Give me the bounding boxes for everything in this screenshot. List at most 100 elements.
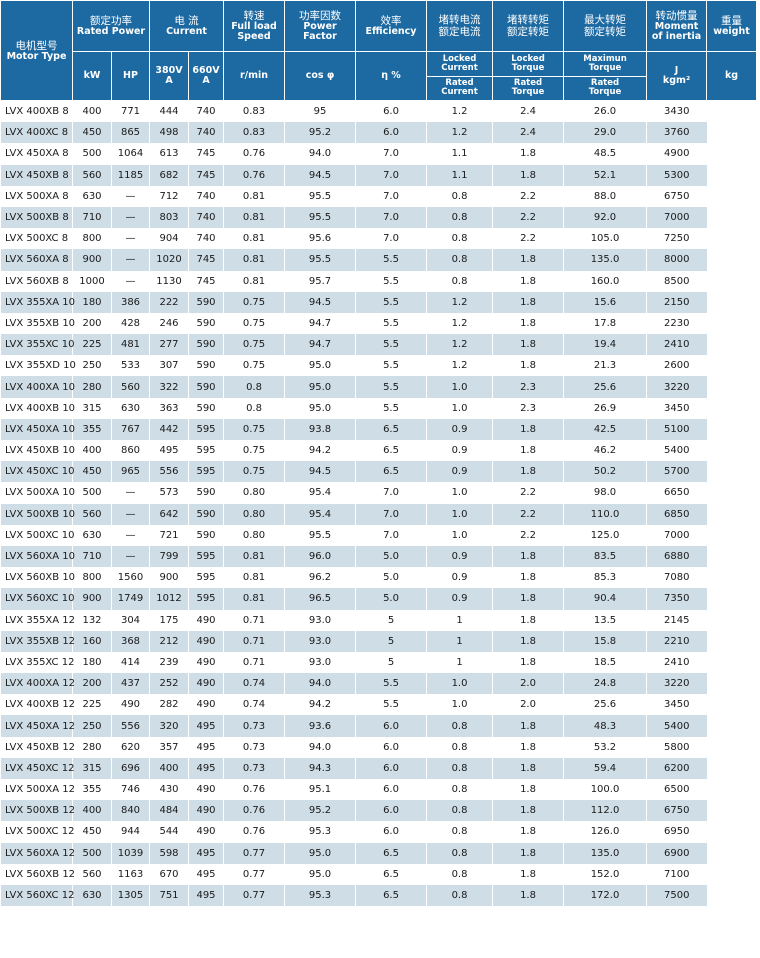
cell-locked-torque-ratio: 0.8 [426, 270, 493, 292]
cell-current-380v: — [111, 524, 150, 546]
cell-locked-torque-ratio: 1.1 [426, 164, 493, 186]
cell-power-factor: 0.80 [223, 503, 285, 525]
cell-weight: 5400 [646, 715, 707, 737]
cell-weight: 6900 [646, 842, 707, 864]
cell-current-660v: 642 [149, 503, 189, 525]
cell-speed: 590 [187, 376, 224, 398]
cell-current-380v: — [111, 206, 150, 229]
cell-power-factor: 0.71 [223, 609, 285, 631]
table-row: LVX 355XB 12 160 368 212 490 0.71 93.0 5 1 1.8 15.… [0, 630, 757, 652]
cell-motor-type: LVX 450XC 10 [0, 461, 74, 483]
cell-current-660v: 484 [149, 800, 189, 822]
cell-weight: 3450 [646, 694, 707, 716]
cell-rated-kw: 225 [72, 694, 112, 716]
cell-locked-torque-ratio: 1.2 [426, 312, 493, 335]
cell-max-torque-ratio: 1.8 [492, 651, 564, 674]
cell-speed: 590 [187, 397, 224, 419]
cell-moment-of-inertia: 172.0 [563, 884, 647, 907]
cell-current-660v: 363 [149, 397, 189, 419]
cell-locked-torque-ratio: 1.1 [426, 143, 493, 165]
cell-locked-torque-ratio: 1.0 [426, 524, 493, 546]
table-row: LVX 560XB 8 1000—1130 745 0.81 95.7 5.5 0.8 1.8… [0, 270, 757, 292]
cell-motor-type: LVX 355XB 10 [0, 312, 75, 335]
cell-current-380v: 428 [111, 312, 150, 335]
cell-moment-of-inertia: 17.8 [563, 312, 647, 335]
cell-current-380v: 1305 [111, 884, 150, 907]
cell-current-380v: 1064 [111, 143, 150, 165]
cell-locked-current-ratio: 7.0 [355, 206, 427, 229]
cell-power-factor: 0.77 [223, 884, 285, 907]
cell-speed: 590 [187, 355, 224, 377]
cell-current-660v: 721 [149, 524, 189, 546]
cell-rated-kw: 400 [72, 440, 112, 462]
cell-weight: 7080 [646, 567, 707, 589]
cell-power-factor: 0.81 [223, 270, 285, 292]
cell-moment-of-inertia: 83.5 [563, 545, 647, 568]
cell-locked-current-ratio: 6.5 [355, 461, 427, 483]
cell-max-torque-ratio: 1.8 [492, 143, 564, 165]
table-row: LVX 560XA 8 900—1020 745 0.81 95.5 5.5 0.8 1.8 1… [0, 249, 757, 271]
cell-rated-kw: 315 [72, 757, 112, 779]
cell-weight: 4900 [646, 143, 707, 165]
cell-moment-of-inertia: 135.0 [563, 249, 647, 271]
header-efficiency: 效率 Efficiency [355, 0, 428, 52]
cell-motor-type: LVX 450XC 12 [0, 757, 74, 779]
cell-rated-kw: 250 [72, 715, 112, 737]
cell-rated-kw: 280 [72, 736, 112, 758]
cell-power-factor: 0.8 [223, 397, 285, 419]
cell-weight: 6650 [646, 482, 707, 504]
cell-current-660v: 495 [149, 440, 189, 462]
table-row: LVX 355XD 10 250 533 307 590 0.75 95.0 5.5 1.2 1.… [0, 355, 757, 377]
cell-moment-of-inertia: 126.0 [563, 821, 647, 843]
cell-weight: 6880 [646, 545, 707, 568]
cell-locked-torque-ratio: 1 [426, 651, 493, 674]
cell-current-380v: 944 [111, 821, 150, 843]
cell-motor-type: LVX 355XC 10 [0, 334, 74, 356]
cell-current-660v: 212 [149, 630, 189, 652]
cell-locked-current-ratio: 5.0 [355, 545, 427, 568]
cell-moment-of-inertia: 48.3 [563, 715, 647, 737]
cell-locked-torque-ratio: 1.2 [426, 100, 493, 123]
cell-weight: 2600 [646, 355, 707, 377]
cell-motor-type: LVX 450XB 12 [0, 736, 75, 758]
cell-max-torque-ratio: 2.3 [492, 397, 564, 419]
table-row: LVX 400XB 12 225 490 282 490 0.74 94.2 5.5 1.0 2.… [0, 694, 757, 716]
cell-moment-of-inertia: 152.0 [563, 863, 647, 885]
cell-locked-torque-ratio: 0.9 [426, 588, 493, 610]
cell-power-factor: 0.71 [223, 651, 285, 674]
cell-current-660v: 222 [149, 291, 189, 313]
cell-speed: 490 [187, 800, 224, 822]
cell-locked-current-ratio: 5.5 [355, 397, 427, 419]
cell-rated-kw: 500 [72, 842, 112, 864]
cell-power-factor: 0.73 [223, 757, 285, 779]
cell-current-660v: 682 [149, 164, 189, 186]
cell-current-660v: 598 [149, 842, 189, 864]
cell-moment-of-inertia: 21.3 [563, 355, 647, 377]
cell-max-torque-ratio: 2.2 [492, 482, 564, 504]
cell-speed: 590 [187, 503, 224, 525]
cell-motor-type: LVX 500XB 8 [0, 206, 73, 229]
cell-weight: 2145 [646, 609, 707, 631]
cell-weight: 3220 [646, 673, 707, 695]
cell-max-torque-ratio: 2.2 [492, 206, 564, 229]
cell-power-factor: 0.71 [223, 630, 285, 652]
cell-current-660v: 357 [149, 736, 189, 758]
cell-locked-torque-ratio: 0.8 [426, 206, 493, 229]
cell-efficiency: 94.5 [284, 164, 356, 186]
cell-locked-torque-ratio: 1.0 [426, 694, 493, 716]
cell-weight: 6200 [646, 757, 707, 779]
header-unit-kg: kg [706, 51, 757, 101]
table-row: LVX 450XC 12 315 696 400 495 0.73 94.3 6.0 0.8 1.… [0, 757, 757, 779]
cell-locked-torque-ratio: 0.8 [426, 821, 493, 843]
table-row: LVX 500XC 10 630—721 590 0.80 95.5 7.0 1.0 2.2 1… [0, 524, 757, 546]
cell-max-torque-ratio: 2.2 [492, 228, 564, 250]
header-speed: 转速 Full load Speed [223, 0, 286, 52]
cell-locked-current-ratio: 6.0 [355, 779, 427, 801]
cell-motor-type: LVX 450XA 10 [0, 418, 75, 440]
cell-efficiency: 94.0 [284, 673, 356, 695]
table-row: LVX 560XC 12 630 1305 751 495 0.77 95.3 6.5 0.8 1… [0, 884, 757, 907]
cell-motor-type: LVX 400XB 12 [0, 694, 75, 716]
cell-current-380v: — [111, 185, 150, 207]
cell-efficiency: 95.4 [284, 482, 356, 504]
cell-weight: 5400 [646, 440, 707, 462]
